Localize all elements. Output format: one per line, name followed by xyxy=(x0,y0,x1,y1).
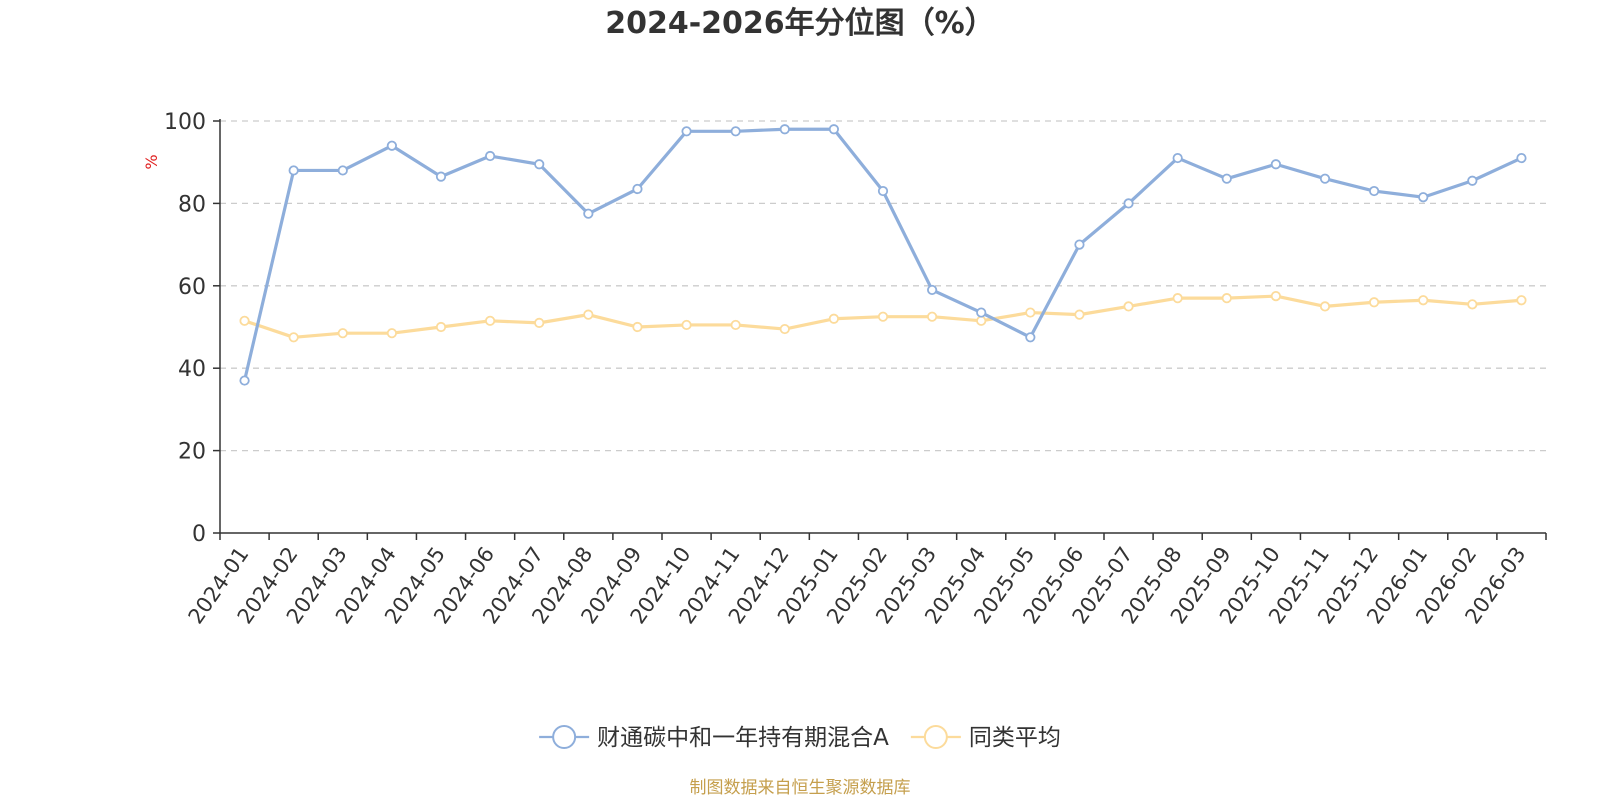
data-point[interactable] xyxy=(534,317,545,328)
data-point[interactable] xyxy=(927,311,938,322)
data-point[interactable] xyxy=(435,321,447,333)
data-point[interactable] xyxy=(386,328,397,339)
data-point[interactable] xyxy=(1172,293,1183,304)
data-point[interactable] xyxy=(1319,173,1331,184)
y-axis-unit: % xyxy=(142,154,161,169)
legend: 财通碳中和一年持有期混合A 同类平均 xyxy=(539,725,1061,751)
data-point[interactable] xyxy=(534,159,545,170)
data-point[interactable] xyxy=(1418,192,1429,203)
y-tick-label: 20 xyxy=(178,440,206,465)
series-0 xyxy=(239,124,1527,386)
y-tick-labels: 0 20 40 60 80 100 xyxy=(164,110,206,547)
data-point[interactable] xyxy=(288,165,299,176)
data-point[interactable] xyxy=(877,311,889,322)
y-tick-label: 80 xyxy=(178,192,206,217)
data-point[interactable] xyxy=(877,185,889,197)
data-point[interactable] xyxy=(828,313,839,324)
series xyxy=(239,124,1527,386)
data-point[interactable] xyxy=(1319,301,1331,312)
data-point[interactable] xyxy=(976,307,987,318)
data-point[interactable] xyxy=(632,183,643,195)
legend-marker xyxy=(923,725,948,749)
data-point[interactable] xyxy=(583,309,594,320)
data-point[interactable] xyxy=(927,284,938,296)
data-point[interactable] xyxy=(632,321,643,333)
data-point[interactable] xyxy=(976,315,987,326)
data-point[interactable] xyxy=(1369,297,1380,308)
data-point[interactable] xyxy=(779,124,790,135)
data-point[interactable] xyxy=(386,140,397,151)
data-point[interactable] xyxy=(828,124,839,135)
data-point[interactable] xyxy=(1516,295,1527,306)
data-point[interactable] xyxy=(239,375,250,386)
legend-label: 同类平均 xyxy=(969,725,1061,751)
data-point[interactable] xyxy=(1025,307,1036,318)
data-point[interactable] xyxy=(681,319,692,331)
data-point[interactable] xyxy=(1221,293,1232,304)
data-point[interactable] xyxy=(1516,152,1527,164)
y-tick-label: 0 xyxy=(192,522,206,547)
data-point[interactable] xyxy=(730,319,741,331)
data-point[interactable] xyxy=(1418,295,1429,306)
data-point[interactable] xyxy=(337,328,348,339)
data-point[interactable] xyxy=(435,171,447,182)
data-point[interactable] xyxy=(1369,185,1380,197)
data-point[interactable] xyxy=(1467,299,1478,310)
data-point[interactable] xyxy=(730,126,741,137)
legend-item-1[interactable]: 同类平均 xyxy=(910,725,1061,751)
data-point[interactable] xyxy=(1074,239,1085,250)
data-point[interactable] xyxy=(1123,301,1134,312)
y-tick-label: 100 xyxy=(164,110,206,135)
data-point[interactable] xyxy=(779,323,790,335)
gridlines xyxy=(213,120,1546,534)
legend-label: 财通碳中和一年持有期混合A xyxy=(597,725,889,751)
data-point[interactable] xyxy=(1123,198,1134,209)
legend-item-0[interactable]: 财通碳中和一年持有期混合A xyxy=(539,725,889,751)
data-point[interactable] xyxy=(485,315,496,326)
y-tick-label: 60 xyxy=(178,275,206,300)
legend-marker xyxy=(552,725,577,749)
data-point[interactable] xyxy=(583,208,594,219)
y-tick-label: 40 xyxy=(178,357,206,382)
data-source-note: 制图数据来自恒生聚源数据库 xyxy=(690,778,911,798)
series-line xyxy=(242,127,1523,381)
data-point[interactable] xyxy=(1467,175,1478,186)
data-point[interactable] xyxy=(1074,309,1085,320)
chart-title: 2024-2026年分位图（%） xyxy=(605,6,995,41)
data-point[interactable] xyxy=(239,315,250,326)
data-point[interactable] xyxy=(485,150,496,162)
data-point[interactable] xyxy=(681,126,692,137)
data-point[interactable] xyxy=(1270,159,1281,170)
x-tick-labels: 2024-012024-022024-032024-042024-052024-… xyxy=(184,543,1531,629)
data-point[interactable] xyxy=(1172,152,1183,164)
data-point[interactable] xyxy=(1221,173,1232,184)
series-1 xyxy=(239,290,1527,343)
data-point[interactable] xyxy=(1025,332,1036,343)
data-point[interactable] xyxy=(288,332,299,343)
data-point[interactable] xyxy=(1270,290,1281,302)
data-point[interactable] xyxy=(337,165,348,176)
axes xyxy=(219,119,1547,540)
